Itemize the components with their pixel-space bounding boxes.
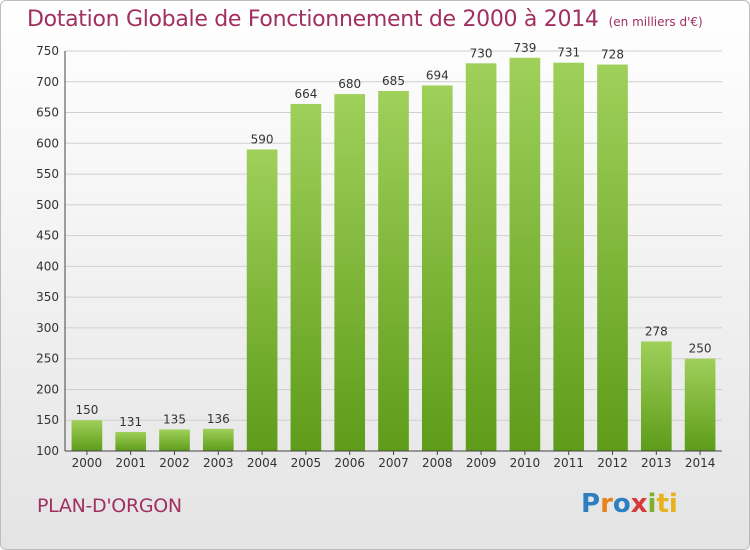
bar xyxy=(421,85,453,451)
bar-value-label: 250 xyxy=(689,342,712,356)
bar xyxy=(246,149,278,451)
y-tick-label: 750 xyxy=(36,44,59,58)
bar-value-label: 680 xyxy=(338,77,361,91)
bar-value-label: 739 xyxy=(513,41,536,55)
place-name: PLAN-D'ORGON xyxy=(37,495,182,517)
x-tick-label: 2005 xyxy=(291,456,322,470)
logo-letter: o xyxy=(612,489,631,519)
bar xyxy=(115,431,147,451)
bar xyxy=(334,94,366,452)
x-tick-label: 2007 xyxy=(378,456,409,470)
x-tick-label: 2013 xyxy=(641,456,672,470)
x-tick-label: 2008 xyxy=(422,456,453,470)
y-tick-label: 350 xyxy=(36,290,59,304)
y-tick-label: 300 xyxy=(36,321,59,335)
chart-title-text: Dotation Globale de Fonctionnement de 20… xyxy=(27,7,599,32)
x-tick-label: 2000 xyxy=(72,456,103,470)
bar-value-label: 590 xyxy=(251,132,274,146)
bar-value-label: 694 xyxy=(426,68,449,82)
y-tick-label: 450 xyxy=(36,229,59,243)
bar xyxy=(509,57,541,452)
y-tick-label: 100 xyxy=(36,444,59,458)
logo-letter: i xyxy=(647,489,657,519)
x-tick-label: 2009 xyxy=(466,456,497,470)
x-tick-label: 2014 xyxy=(685,456,716,470)
x-tick-label: 2004 xyxy=(247,456,278,470)
bar xyxy=(597,64,628,452)
y-tick-label: 400 xyxy=(36,259,59,273)
logo-letter: x xyxy=(630,489,648,519)
bar-value-label: 730 xyxy=(470,46,493,60)
bar xyxy=(465,63,497,452)
x-tick-label: 2001 xyxy=(115,456,146,470)
y-tick-label: 700 xyxy=(36,75,59,89)
x-tick-label: 2002 xyxy=(159,456,190,470)
bar-value-label: 728 xyxy=(601,48,624,62)
logo-letter: P xyxy=(581,489,601,519)
bar xyxy=(71,420,103,451)
y-tick-label: 150 xyxy=(36,413,59,427)
y-tick-label: 550 xyxy=(36,167,59,181)
y-tick-label: 500 xyxy=(36,198,59,212)
bar xyxy=(640,341,672,451)
x-tick-label: 2006 xyxy=(334,456,365,470)
x-tick-label: 2010 xyxy=(510,456,541,470)
bar-value-label: 685 xyxy=(382,74,405,88)
x-tick-label: 2011 xyxy=(553,456,584,470)
logo-letter: ti xyxy=(656,489,678,519)
bar-value-label: 131 xyxy=(119,415,142,429)
bar-value-label: 278 xyxy=(645,324,668,338)
bar-value-label: 664 xyxy=(294,87,317,101)
bar xyxy=(159,429,190,451)
y-tick-label: 200 xyxy=(36,382,59,396)
bar-value-label: 136 xyxy=(207,412,230,426)
bar-value-label: 135 xyxy=(163,412,186,426)
y-tick-label: 250 xyxy=(36,352,59,366)
bar xyxy=(290,103,322,451)
y-tick-label: 600 xyxy=(36,136,59,150)
x-tick-label: 2003 xyxy=(203,456,234,470)
bar xyxy=(684,358,716,451)
bar-value-label: 731 xyxy=(557,46,580,60)
y-tick-label: 650 xyxy=(36,106,59,120)
bar xyxy=(553,62,585,451)
unit-label: (en milliers d'€) xyxy=(608,15,703,29)
bar-value-label: 150 xyxy=(75,403,98,417)
logo-letter: r xyxy=(600,489,613,519)
proxiti-logo: Proxiti xyxy=(581,489,678,519)
x-tick-label: 2012 xyxy=(597,456,628,470)
bar xyxy=(378,91,409,451)
bar xyxy=(202,428,234,451)
chart-title: Dotation Globale de Fonctionnement de 20… xyxy=(27,7,703,32)
